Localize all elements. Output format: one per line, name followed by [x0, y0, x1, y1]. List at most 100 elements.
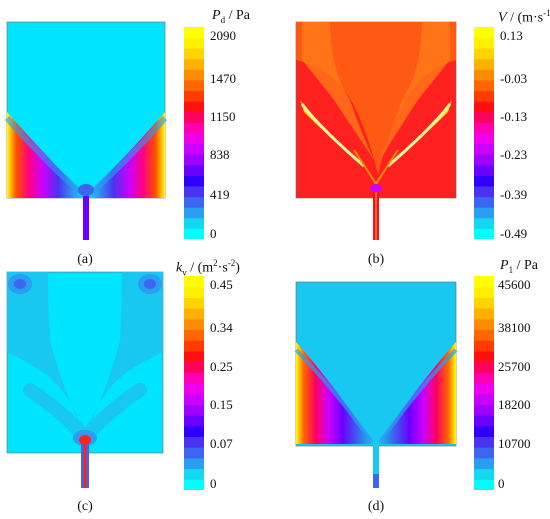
colorbar-step — [474, 350, 494, 363]
colorbar-step — [184, 276, 204, 288]
colorbar-step — [184, 383, 204, 395]
colorbar-step — [184, 425, 204, 437]
colorbar-title-b: V / (m·s-1) — [498, 8, 550, 26]
colorbar-step — [184, 90, 204, 102]
caption-d: (d) — [367, 499, 385, 514]
colorbar-step — [184, 447, 204, 459]
colorbar-step — [184, 308, 204, 320]
colorbar-step — [474, 37, 494, 49]
colorbar-step — [184, 196, 204, 208]
colorbar-step — [184, 228, 204, 239]
colorbar-step — [184, 175, 204, 187]
contour-plot-d — [294, 281, 458, 488]
colorbar-step — [184, 122, 204, 134]
colorbar-step — [184, 436, 204, 448]
colorbar-step — [474, 393, 494, 405]
panel-b: V / (m·s-1) 0.13 -0.03 -0.13 -0.23 -0.39… — [290, 0, 550, 267]
colorbar-step — [474, 286, 494, 298]
colorbar-step — [184, 350, 204, 363]
colorbar-step — [184, 48, 204, 60]
contour-plot-c — [6, 271, 164, 488]
colorbar-step — [474, 154, 494, 166]
colorbar-tick-d-3: 18200 — [498, 397, 531, 412]
colorbar-tick-b-1: -0.03 — [500, 71, 528, 86]
colorbar-d — [474, 276, 494, 490]
colorbar-tick-c-3: 0.15 — [210, 397, 233, 412]
colorbar-step — [184, 297, 204, 309]
colorbar-step — [474, 186, 494, 198]
colorbar-step — [184, 69, 204, 81]
colorbar-title-a: Pd / Pa — [212, 8, 250, 25]
colorbar-tick-c-1: 0.34 — [210, 320, 233, 335]
colorbar-step — [474, 447, 494, 459]
colorbar-step — [184, 27, 204, 39]
colorbar-tick-b-3: -0.23 — [500, 147, 528, 162]
contour-plot-a — [4, 21, 168, 240]
colorbar-step — [184, 318, 204, 330]
colorbar-step — [474, 372, 494, 384]
colorbar-step — [474, 361, 494, 373]
colorbar-c — [184, 276, 204, 490]
colorbar-tick-a-1: 1470 — [210, 71, 236, 86]
colorbar-step — [184, 457, 204, 470]
colorbar-step — [474, 164, 494, 176]
colorbar-step — [474, 27, 494, 39]
colorbar-step — [184, 404, 204, 416]
colorbar-tick-b-5: -0.49 — [500, 226, 528, 241]
colorbar-step — [474, 329, 494, 341]
caption-c: (c) — [77, 499, 93, 514]
colorbar-tick-c-4: 0.07 — [210, 436, 233, 451]
colorbar-step — [474, 297, 494, 309]
colorbar-step — [184, 468, 204, 480]
colorbar-step — [474, 404, 494, 416]
colorbar-step — [184, 80, 204, 92]
colorbar-step — [184, 479, 204, 490]
colorbar-step — [184, 58, 204, 70]
colorbar-tick-a-3: 838 — [210, 147, 230, 162]
colorbar-step — [474, 122, 494, 134]
colorbar-step — [474, 143, 494, 155]
colorbar-step — [474, 69, 494, 81]
colorbar-step — [474, 111, 494, 123]
colorbar-step — [184, 186, 204, 198]
colorbar-step — [474, 133, 494, 145]
colorbar-step — [474, 228, 494, 239]
colorbar-step — [474, 318, 494, 330]
colorbar-tick-c-0: 0.45 — [210, 277, 233, 292]
colorbar-step — [184, 164, 204, 176]
colorbar-step — [184, 217, 204, 229]
colorbar-tick-a-0: 2090 — [210, 28, 236, 43]
colorbar-step — [474, 340, 494, 352]
colorbar-step — [184, 143, 204, 155]
colorbar-step — [474, 276, 494, 288]
panel-c: kv / (m2·s-2) 0.45 0.34 0.25 0.15 0.07 0… — [0, 258, 275, 519]
colorbar-tick-b-0: 0.13 — [500, 28, 523, 43]
colorbar-tick-a-2: 1150 — [210, 109, 236, 124]
panel-a: Pd / Pa 2090 1470 1150 838 419 0 (a) — [0, 0, 275, 267]
colorbar-tick-a-4: 419 — [210, 187, 230, 202]
colorbar-step — [474, 468, 494, 480]
colorbar-tick-c-2: 0.25 — [210, 359, 233, 374]
colorbar-tick-c-5: 0 — [210, 476, 217, 491]
colorbar-step — [474, 383, 494, 395]
colorbar-tick-d-4: 10700 — [498, 436, 531, 451]
caption-b: (b) — [367, 252, 385, 267]
colorbar-step — [474, 436, 494, 448]
colorbar-step — [184, 393, 204, 405]
colorbar-step — [184, 111, 204, 123]
colorbar-step — [474, 308, 494, 320]
colorbar-tick-d-2: 25700 — [498, 359, 531, 374]
colorbar-step — [184, 329, 204, 341]
colorbar-step — [474, 48, 494, 60]
colorbar-step — [184, 37, 204, 49]
colorbar-step — [184, 415, 204, 427]
colorbar-step — [474, 196, 494, 208]
colorbar-step — [184, 361, 204, 373]
colorbar-tick-b-2: -0.13 — [500, 109, 528, 124]
colorbar-step — [474, 457, 494, 470]
caption-a: (a) — [77, 252, 93, 267]
colorbar-step — [474, 425, 494, 437]
colorbar-step — [474, 207, 494, 219]
colorbar-step — [474, 58, 494, 70]
colorbar-step — [474, 101, 494, 113]
